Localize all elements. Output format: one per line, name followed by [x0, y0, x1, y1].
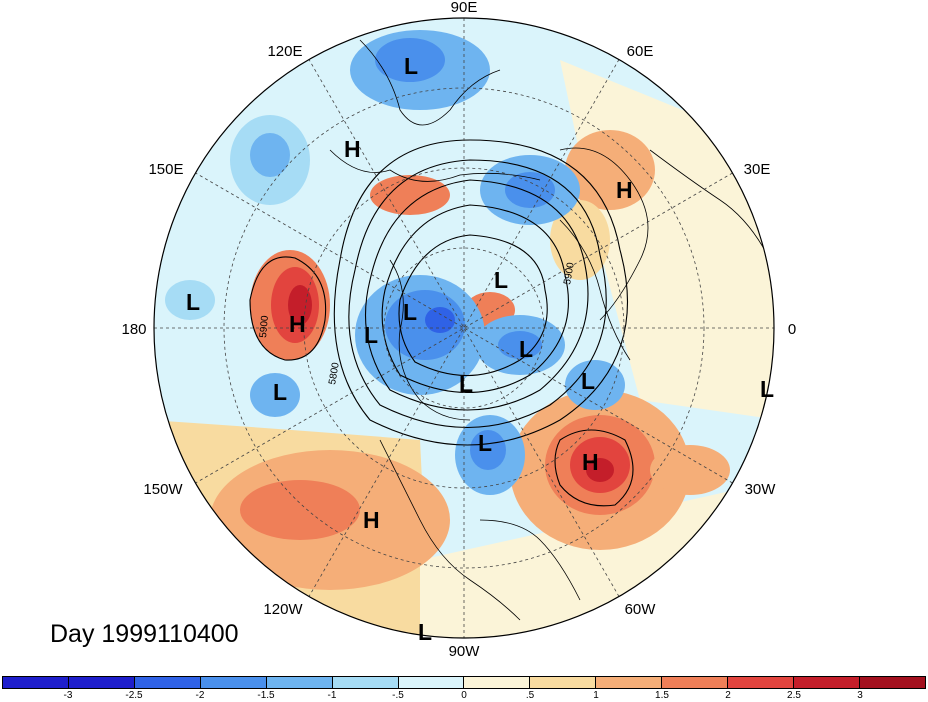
pressure-system-marker: L [364, 322, 378, 348]
lon-label-60w: 60W [625, 601, 657, 618]
colorbar-tick-label: -1.5 [257, 690, 275, 701]
map-boundary [153, 17, 775, 639]
pressure-system-marker: L [494, 267, 508, 293]
pressure-system-marker: L [459, 371, 473, 397]
coastlines [329, 39, 771, 621]
colorbar-tick-label: 1 [593, 690, 599, 701]
pressure-system-marker: H [289, 311, 306, 337]
colorbar-segment [530, 677, 597, 688]
pressure-system-marker: L [519, 336, 533, 362]
colorbar-segment [859, 677, 925, 688]
contour-label: 5900 [562, 261, 577, 285]
lon-label-150e: 150E [148, 161, 183, 178]
colorbar-segment [266, 677, 333, 688]
colorbar-segment [662, 677, 729, 688]
contour-label: 5800 [327, 361, 342, 385]
pressure-system-marker: H [582, 449, 599, 475]
colorbar-tick-label: -.5 [392, 690, 404, 701]
pressure-system-marker: L [760, 376, 774, 402]
colorbar-tick-label: -2 [195, 690, 205, 701]
colorbar-tick-label: 1.5 [655, 690, 669, 701]
lon-label-150w: 150W [143, 481, 183, 498]
lon-label-30w: 30W [745, 481, 777, 498]
lon-label-120w: 120W [263, 601, 303, 618]
colorbar-tick-label: .5 [525, 690, 535, 701]
colorbar-segment [794, 677, 860, 688]
colorbar-tick-label: 3 [857, 690, 863, 701]
colorbar-segment [200, 677, 267, 688]
lon-label-90w: 90W [449, 643, 481, 660]
contour-labels: 5800 5900 5900 [258, 261, 577, 385]
pressure-system-marker: L [478, 430, 492, 456]
colorbar-segment [464, 677, 531, 688]
pressure-system-marker: L [418, 619, 432, 645]
colorbar-tick-label: 0 [461, 690, 467, 701]
pressure-system-marker: L [273, 379, 287, 405]
lon-label-0: 0 [788, 321, 796, 338]
height-contours [249, 139, 634, 507]
lon-label-90e: 90E [451, 0, 478, 16]
pressure-system-marker: L [403, 299, 417, 325]
graticule [154, 18, 774, 638]
pressure-system-marker: H [616, 177, 633, 203]
contour-label: 5900 [258, 315, 271, 339]
pressure-system-marker: H [344, 136, 361, 162]
longitude-labels: 90E 60E 30E 0 30W 60W 90W 120W 150W 180 … [121, 0, 796, 660]
lon-label-60e: 60E [627, 43, 654, 60]
colorbar [2, 676, 926, 689]
colorbar-segment [728, 677, 795, 688]
colorbar-segment [596, 677, 663, 688]
pressure-system-marker: L [186, 289, 200, 315]
colorbar-tick-label: -1 [327, 690, 337, 701]
colorbar-segment [332, 677, 399, 688]
pressure-system-marker: H [363, 507, 380, 533]
colorbar-tick-label: 2 [725, 690, 731, 701]
colorbar-tick-label: 2.5 [787, 690, 801, 701]
colorbar-segment [134, 677, 201, 688]
date-title: Day 1999110400 [50, 620, 239, 648]
polar-stereographic-map: 90E 60E 30E 0 30W 60W 90W 120W 150W 180 … [121, 0, 796, 660]
lon-label-120e: 120E [267, 43, 302, 60]
lon-label-30e: 30E [744, 161, 771, 178]
pressure-systems: L H H L L H L L L L L L L H L H L L [186, 53, 774, 645]
colorbar-tick-labels: -3 -2.5 -2 -1.5 -1 -.5 0 .5 1 1.5 2 2.5 3 [2, 690, 926, 702]
pressure-system-marker: L [581, 368, 595, 394]
colorbar-tick-label: -2.5 [125, 690, 143, 701]
pressure-system-marker: L [404, 53, 418, 79]
lon-label-180: 180 [121, 321, 146, 338]
colorbar-segment [3, 677, 69, 688]
colorbar-segment [398, 677, 465, 688]
colorbar-segment [68, 677, 135, 688]
colorbar-tick-label: -3 [63, 690, 73, 701]
